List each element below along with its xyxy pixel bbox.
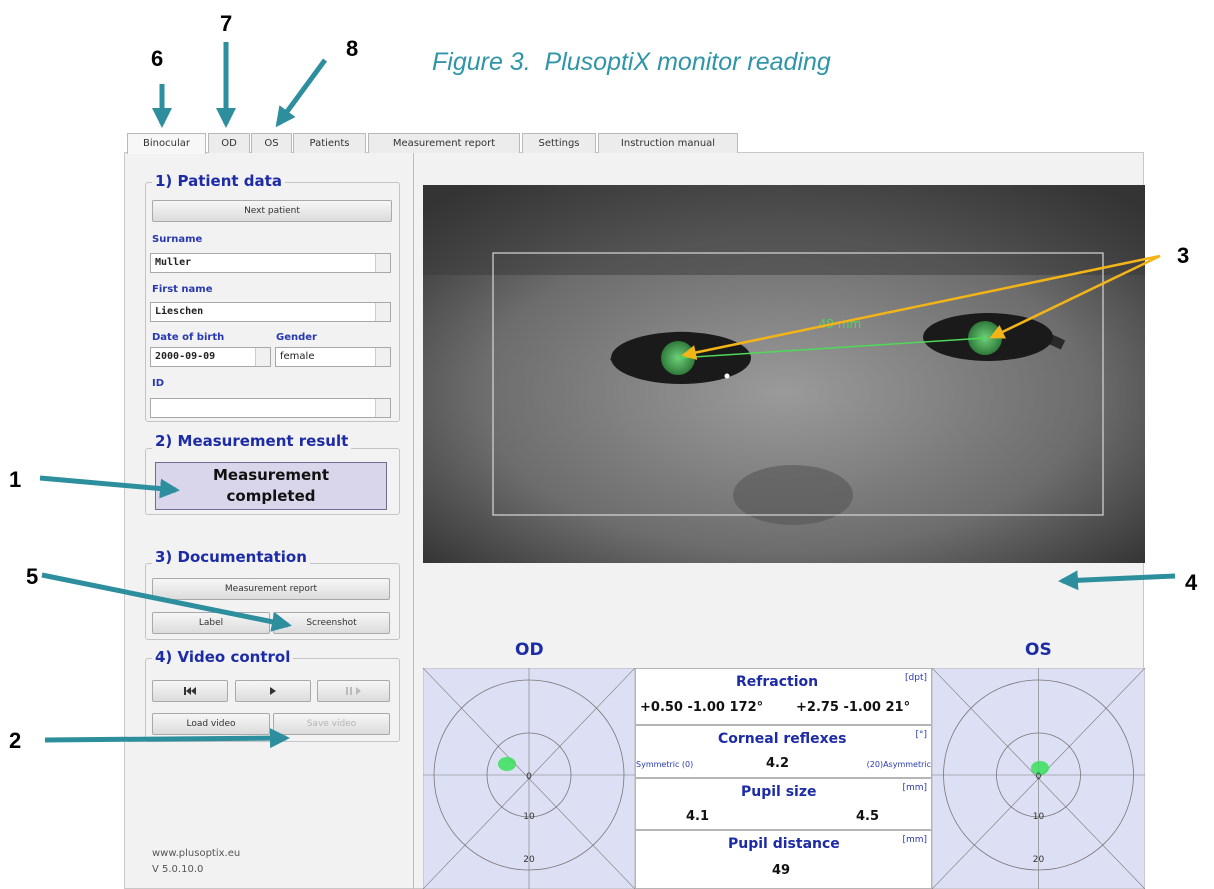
select-value: Muller — [155, 257, 191, 268]
website: www.plusoptix.eu — [152, 848, 240, 859]
select[interactable]: Lieschen — [150, 302, 391, 322]
pupil-size-cell: Pupil size [mm] 4.1 4.5 — [635, 778, 932, 830]
pupil-distance: 49 — [772, 863, 790, 878]
refraction-cell: Refraction [dpt] +0.50 -1.00 172° +2.75 … — [635, 668, 932, 725]
callout-number: 8 — [346, 36, 358, 62]
cell-title: Corneal reflexes — [718, 731, 847, 747]
dropdown-arrow — [255, 348, 270, 366]
corneal-value: 4.2 — [766, 756, 789, 771]
button[interactable] — [152, 680, 228, 702]
dropdown-arrow — [375, 254, 390, 272]
glint — [725, 374, 730, 379]
od-reflex-plot: 0 10 20 — [423, 668, 635, 889]
button[interactable]: Load video — [152, 713, 270, 735]
result-status: Measurement completed — [155, 462, 387, 510]
version: V 5.0.10.0 — [152, 864, 203, 875]
callout-number: 2 — [9, 728, 21, 754]
scale-label: (20)Asymmetric — [867, 760, 931, 769]
os-reflex-plot: 0 10 20 — [932, 668, 1145, 889]
divider — [413, 153, 414, 889]
select[interactable]: female — [275, 347, 391, 367]
callout-number: 7 — [220, 11, 232, 37]
dropdown-arrow — [375, 348, 390, 366]
callout-number: 3 — [1177, 243, 1189, 269]
select-value: Lieschen — [155, 306, 203, 317]
group-title: 1) Patient data — [152, 172, 285, 190]
tab[interactable]: Instruction manual — [598, 133, 738, 153]
button[interactable]: Save video — [273, 713, 390, 735]
dropdown-arrow — [375, 303, 390, 321]
tab[interactable]: Patients — [293, 133, 366, 153]
eye-label: OD — [515, 640, 544, 660]
tab[interactable]: OS — [251, 133, 292, 153]
cell-unit: [dpt] — [905, 673, 927, 683]
callout-number: 5 — [26, 564, 38, 590]
field-label: ID — [152, 378, 164, 389]
select-value: 2000-09-09 — [155, 351, 215, 362]
step-icon — [344, 686, 364, 696]
button[interactable]: Label — [152, 612, 270, 634]
od-pupil-size: 4.1 — [686, 809, 709, 824]
corneal-cell: Corneal reflexes [°] Symmetric (0) 4.2 (… — [635, 725, 932, 778]
tab[interactable]: Measurement report — [368, 133, 520, 153]
field-label: First name — [152, 284, 212, 295]
button[interactable] — [317, 680, 390, 702]
rewind-icon — [183, 686, 197, 696]
cell-unit: [mm] — [902, 783, 927, 793]
group-title: 2) Measurement result — [152, 432, 351, 450]
dropdown-arrow — [375, 399, 390, 417]
reflex-cluster — [498, 757, 516, 771]
field-label: Surname — [152, 234, 202, 245]
button[interactable]: Measurement report — [152, 578, 390, 600]
ring-label: 0 — [1036, 772, 1042, 782]
tab[interactable]: Binocular — [127, 133, 206, 154]
button[interactable]: Screenshot — [273, 612, 390, 634]
tab[interactable]: OD — [208, 133, 250, 153]
pupil-distance-cell: Pupil distance [mm] 49 — [635, 830, 932, 889]
ring-label: 0 — [526, 772, 532, 782]
select[interactable] — [150, 398, 391, 418]
ring-label: 10 — [523, 812, 535, 822]
cell-unit: [mm] — [902, 835, 927, 845]
callout-number: 1 — [9, 467, 21, 493]
page-body: {"callouts": ["6", "7", "8", "1", "5", "… — [0, 0, 1214, 889]
select[interactable]: Muller — [150, 253, 391, 273]
select-value: female — [280, 351, 314, 362]
os-refraction: +2.75 -1.00 21° — [796, 700, 910, 715]
tab[interactable]: Settings — [522, 133, 596, 153]
field-label: Gender — [276, 332, 317, 343]
button[interactable]: Next patient — [152, 200, 392, 222]
camera-image: 49 mm — [423, 185, 1145, 563]
ring-label: 10 — [1033, 812, 1045, 822]
button[interactable] — [235, 680, 311, 702]
cell-title: Refraction — [736, 674, 818, 690]
shadow — [423, 185, 1145, 275]
distance-label: 49 mm — [819, 317, 861, 331]
group-title: 3) Documentation — [152, 548, 310, 566]
scale-label: Symmetric (0) — [636, 760, 693, 769]
callout-number: 4 — [1185, 570, 1197, 596]
cell-title: Pupil distance — [728, 836, 840, 852]
os-pupil-size: 4.5 — [856, 809, 879, 824]
arrow — [278, 60, 325, 124]
group-title: 4) Video control — [152, 648, 293, 666]
play-icon — [268, 686, 278, 696]
page: PlusoptiX monitor reading html, body { m… — [0, 0, 1214, 889]
ring-label: 20 — [523, 855, 535, 865]
cell-unit: [°] — [915, 730, 927, 740]
od-refraction: +0.50 -1.00 172° — [640, 700, 763, 715]
field-label: Date of birth — [152, 332, 224, 343]
eye-label: OS — [1025, 640, 1052, 660]
nose — [733, 465, 853, 525]
select[interactable]: 2000-09-09 — [150, 347, 271, 367]
ring-label: 20 — [1033, 855, 1045, 865]
figure-caption: Figure 3. PlusoptiX monitor reading — [432, 48, 831, 77]
callout-number: 6 — [151, 46, 163, 72]
cell-title: Pupil size — [741, 784, 817, 800]
